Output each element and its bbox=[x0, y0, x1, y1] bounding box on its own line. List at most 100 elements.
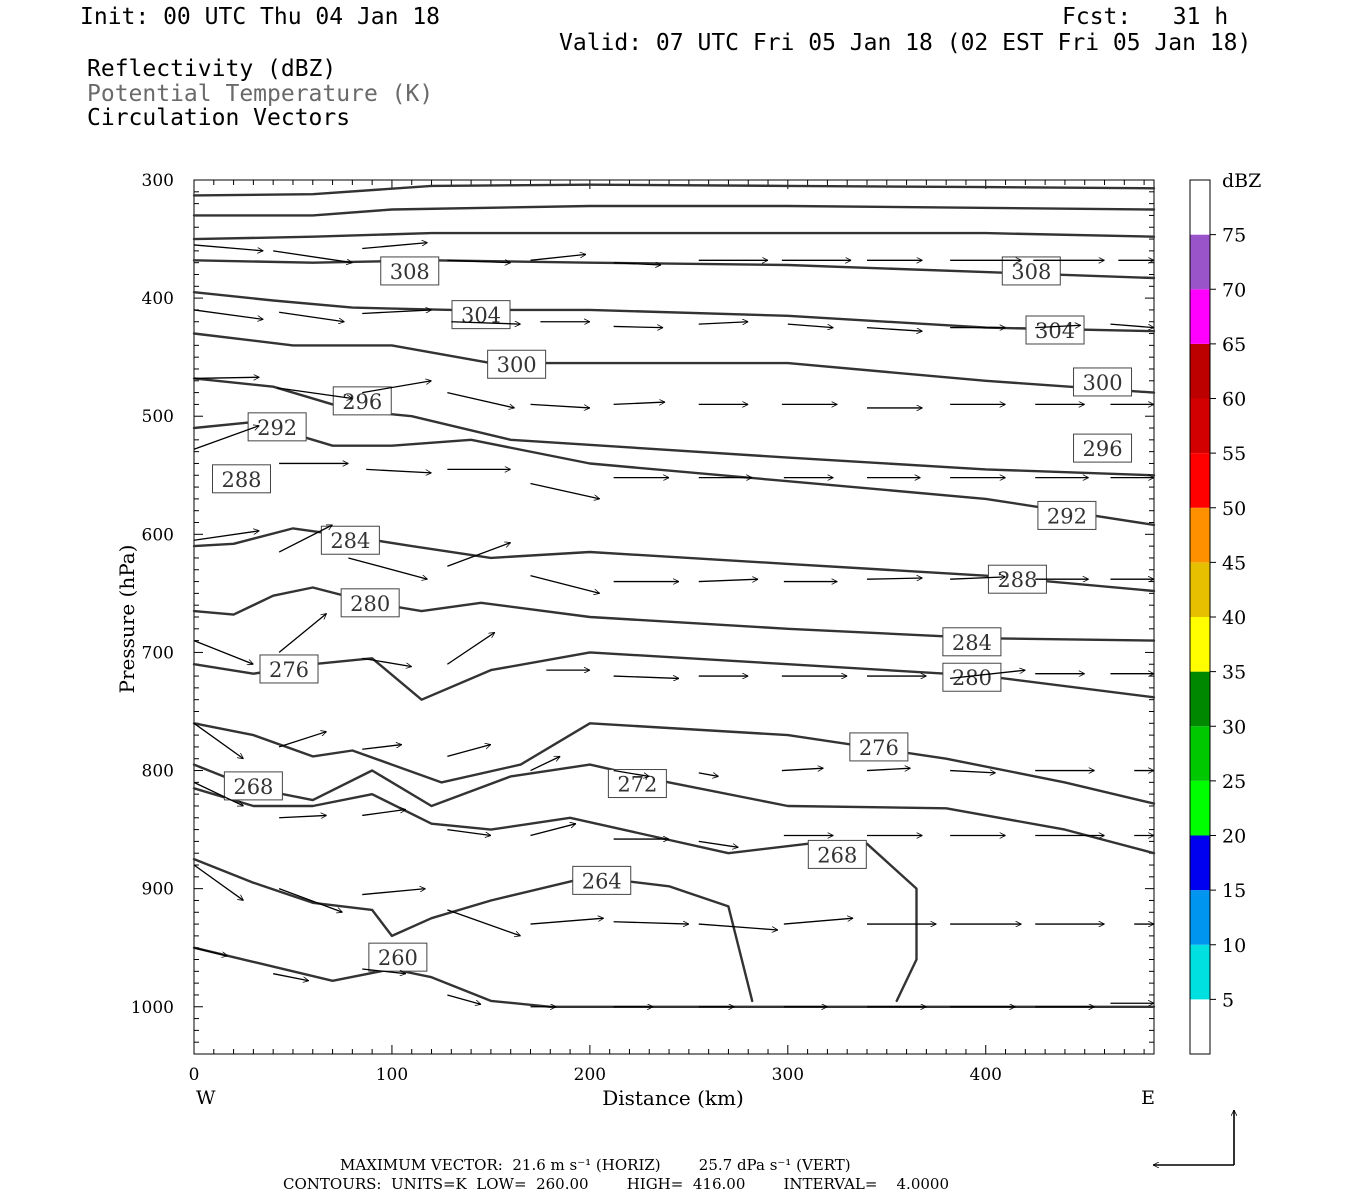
y-tick-label: 400 bbox=[142, 289, 174, 309]
contour-label-box bbox=[1073, 367, 1133, 397]
contour-label: 288 bbox=[997, 568, 1037, 592]
vector-arrow bbox=[193, 531, 259, 541]
colorbar-level-label: 15 bbox=[1222, 880, 1246, 902]
colorbar-segment bbox=[1190, 890, 1210, 945]
x-tick-label: 100 bbox=[376, 1065, 408, 1085]
vector-arrow bbox=[193, 309, 263, 319]
vector-arrow bbox=[698, 923, 778, 930]
vector-arrow bbox=[362, 657, 411, 666]
vector-arrow bbox=[530, 755, 560, 772]
vector-arrow bbox=[447, 745, 491, 757]
vector-arrow bbox=[530, 403, 589, 408]
contour-label: 296 bbox=[1082, 437, 1122, 461]
vector-arrow bbox=[447, 260, 510, 262]
vector-arrow bbox=[447, 909, 520, 936]
vector-arrow bbox=[278, 613, 327, 653]
vector-arrow bbox=[613, 402, 665, 404]
vector-arrow bbox=[783, 918, 853, 925]
colorbar-segment bbox=[1190, 289, 1210, 344]
contour-276 bbox=[192, 722, 1156, 805]
circulation-vectors bbox=[193, 243, 1154, 1007]
vector-arrow bbox=[447, 543, 510, 567]
contour-260 bbox=[192, 946, 1156, 1008]
vector-arrow bbox=[781, 768, 824, 770]
colorbar-level-label: 30 bbox=[1222, 716, 1246, 738]
colorbar-segment bbox=[1190, 999, 1210, 1054]
field-potential-temperature: Potential Temperature (K) bbox=[87, 81, 434, 107]
vector-arrow bbox=[362, 745, 402, 750]
contour-label: 292 bbox=[1047, 504, 1087, 528]
contour-280 bbox=[192, 651, 1156, 701]
vector-arrow bbox=[447, 828, 491, 836]
contour-label: 284 bbox=[952, 631, 992, 655]
contour-label: 276 bbox=[269, 658, 309, 682]
vector-arrow bbox=[193, 722, 243, 760]
contour-300 bbox=[192, 332, 1156, 394]
contour-label: 260 bbox=[378, 946, 418, 970]
vector-arrow bbox=[866, 326, 922, 332]
vector-arrow bbox=[1035, 325, 1081, 327]
vector-arrow bbox=[530, 482, 599, 499]
contour-label: 300 bbox=[497, 353, 537, 377]
contour-label-box bbox=[223, 771, 283, 801]
contour-label: 308 bbox=[1011, 260, 1051, 284]
vector-arrow bbox=[866, 578, 922, 579]
y-tick-label: 600 bbox=[142, 525, 174, 545]
colorbar-level-label: 40 bbox=[1222, 607, 1246, 629]
colorbar-level-label: 25 bbox=[1222, 771, 1246, 793]
vector-arrow bbox=[273, 250, 352, 263]
vector-arrow bbox=[362, 968, 406, 974]
vector-arrow bbox=[193, 377, 259, 378]
contour-label-box bbox=[1001, 256, 1061, 286]
x-tick-label: 300 bbox=[772, 1065, 804, 1085]
contour-264 bbox=[192, 857, 754, 1003]
x-tick-label: 400 bbox=[970, 1065, 1002, 1085]
vector-arrow bbox=[950, 577, 1005, 579]
vector-arrow bbox=[366, 468, 431, 473]
vector-arrow bbox=[193, 947, 228, 956]
colorbar-level-label: 75 bbox=[1222, 225, 1246, 247]
colorbar-title: dBZ bbox=[1222, 170, 1261, 192]
theta-contours bbox=[192, 183, 1156, 1008]
vector-arrow bbox=[193, 640, 253, 665]
contour-label: 264 bbox=[582, 869, 622, 893]
vector-arrow bbox=[530, 575, 599, 594]
colorbar-level-label: 20 bbox=[1222, 826, 1246, 848]
contour-320 bbox=[192, 183, 1156, 197]
contour-284 bbox=[192, 586, 1156, 642]
contour-label: 284 bbox=[330, 529, 370, 553]
vector-arrow bbox=[613, 326, 663, 327]
contour-label: 268 bbox=[233, 775, 273, 799]
colorbar-level-label: 5 bbox=[1222, 989, 1234, 1011]
contour-label-box bbox=[368, 942, 428, 972]
vector-arrow bbox=[362, 889, 425, 896]
colorbar-segment bbox=[1190, 944, 1210, 1000]
vector-arrow bbox=[613, 769, 650, 777]
contour-308 bbox=[192, 259, 1156, 280]
vector-arrow bbox=[278, 888, 342, 913]
colorbar-segment bbox=[1190, 234, 1210, 290]
vector-arrow bbox=[348, 557, 427, 579]
contour-label-box bbox=[320, 525, 380, 555]
contour-label: 308 bbox=[390, 260, 430, 284]
contour-label-box bbox=[572, 865, 632, 895]
plot-frame bbox=[193, 179, 1155, 1055]
contour-labels: 308 308 304 304 300 300 296 296 292 292 288 288 284 2… bbox=[212, 256, 1133, 972]
contour-label-box bbox=[259, 654, 319, 684]
vector-arrow bbox=[362, 243, 427, 250]
colorbar-segment bbox=[1190, 562, 1210, 617]
x-end-label-east: E bbox=[1141, 1087, 1155, 1109]
colorbar-segment bbox=[1190, 398, 1210, 454]
vector-arrow bbox=[698, 579, 758, 581]
forecast-hour: Fcst: 31 h bbox=[1062, 4, 1229, 30]
vector-arrow bbox=[193, 426, 259, 450]
vector-arrow bbox=[866, 768, 911, 770]
vector-arrow bbox=[698, 840, 739, 847]
init-time: Init: 00 UTC Thu 04 Jan 18 bbox=[80, 4, 441, 30]
contour-label: 304 bbox=[461, 304, 501, 328]
colorbar-level-label: 35 bbox=[1222, 662, 1246, 684]
contour-label-box bbox=[487, 349, 547, 379]
vector-arrow bbox=[193, 781, 243, 807]
vector-arrow bbox=[950, 771, 996, 773]
vector-arrow bbox=[193, 244, 263, 251]
